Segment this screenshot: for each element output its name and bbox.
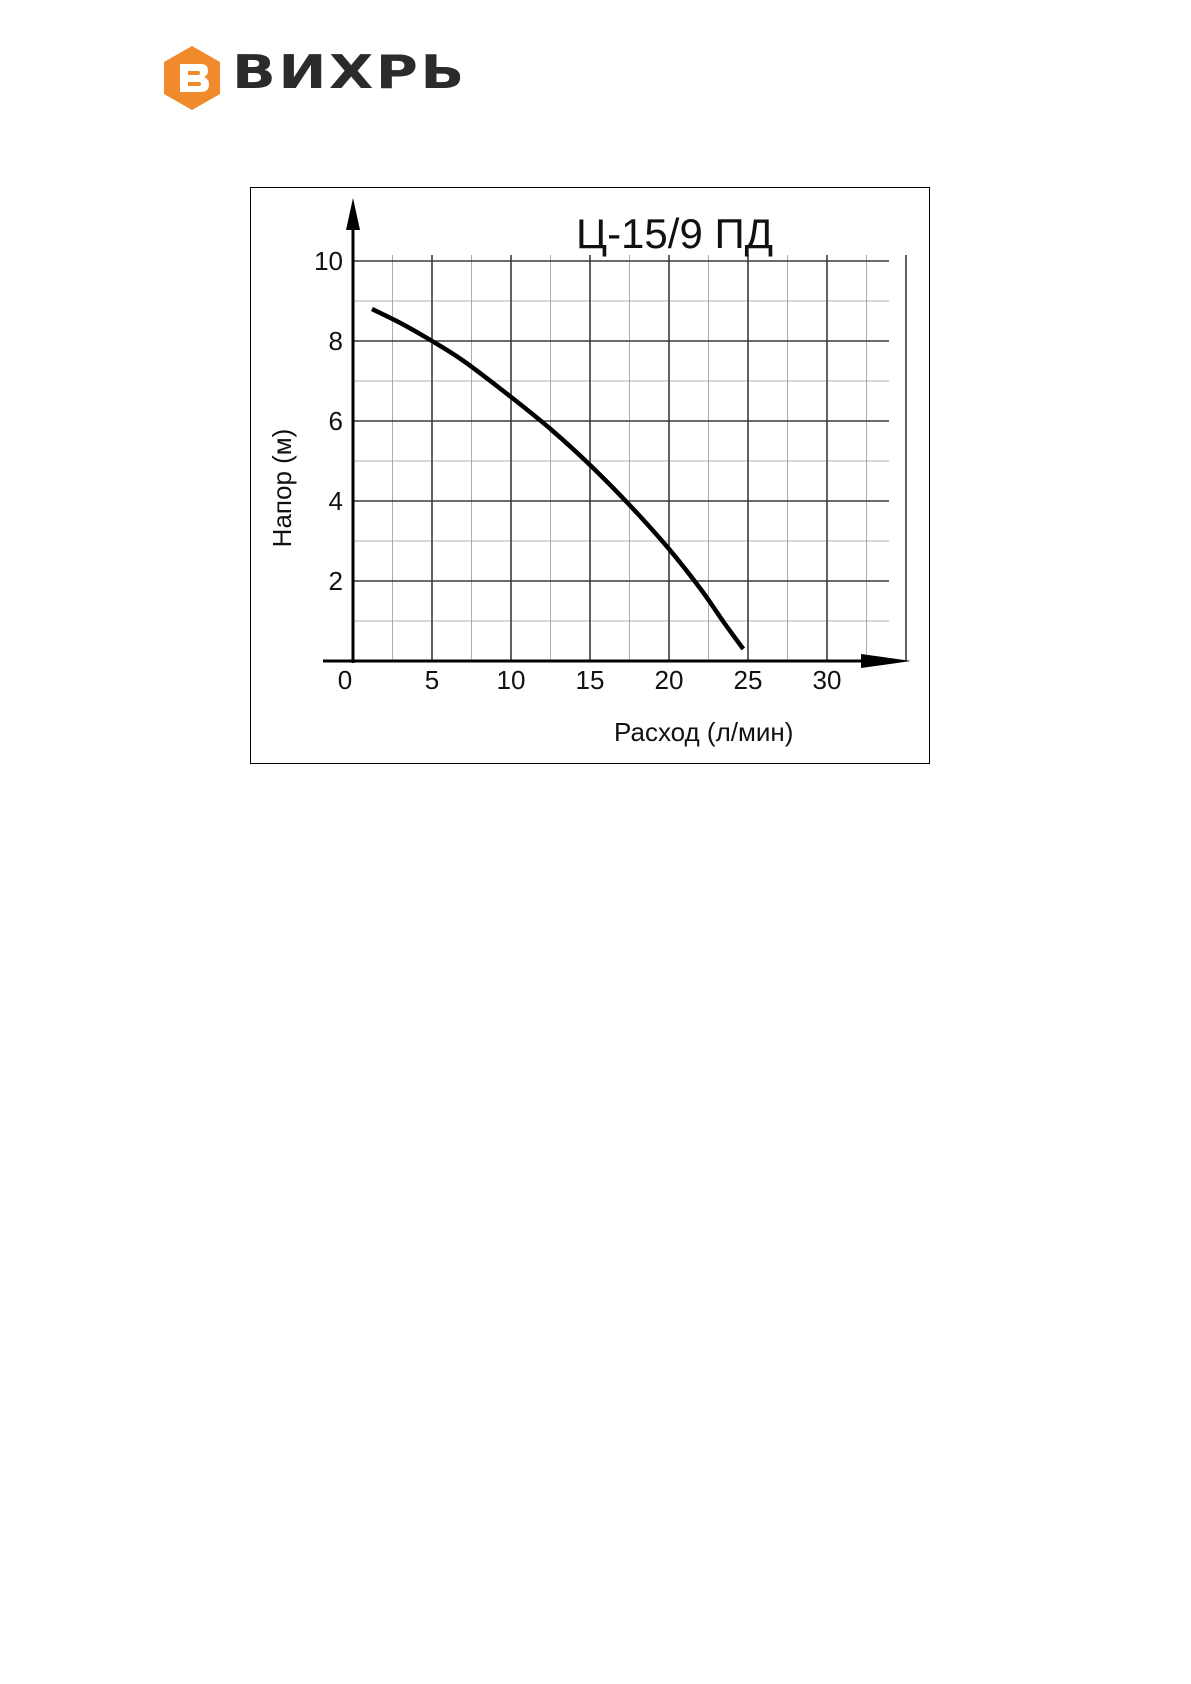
grid-minor-lines (353, 255, 889, 661)
pump-curve-line (370, 306, 746, 651)
brand-logo-icon (164, 46, 220, 110)
series-layer (370, 306, 746, 651)
x-axis-arrow (861, 654, 911, 668)
chart-canvas: 0 5 10 15 20 25 30 2 4 6 8 10 Ц-15/9 ПД Расход (л/м… (267, 198, 911, 747)
y-axis-arrow (346, 198, 360, 230)
pump-curve-chart: 0 5 10 15 20 25 30 2 4 6 8 10 Ц-15/9 ПД Расход (л/м… (250, 187, 930, 764)
x-axis-label: Расход (л/мин) (614, 717, 793, 747)
y-tick-label: 4 (329, 486, 343, 516)
x-tick-label: 25 (734, 665, 763, 695)
brand-logo: ВИХРЬ (161, 44, 464, 112)
brand-wordmark: ВИХРЬ (232, 45, 467, 99)
grid-major-lines (353, 255, 907, 661)
y-tick-label: 10 (314, 246, 343, 276)
x-tick-label: 20 (655, 665, 684, 695)
x-tick-label: 15 (576, 665, 605, 695)
x-tick-label: 10 (497, 665, 526, 695)
y-tick-label: 8 (329, 326, 343, 356)
y-tick-label: 2 (329, 566, 343, 596)
y-tick-label: 6 (329, 406, 343, 436)
x-tick-label: 0 (338, 665, 352, 695)
axes (323, 198, 911, 668)
x-tick-label: 5 (425, 665, 439, 695)
chart-title: Ц-15/9 ПД (576, 210, 773, 257)
y-axis-label: Напор (м) (267, 429, 297, 548)
tick-labels: 0 5 10 15 20 25 30 2 4 6 8 10 (314, 246, 841, 695)
x-tick-label: 30 (813, 665, 842, 695)
